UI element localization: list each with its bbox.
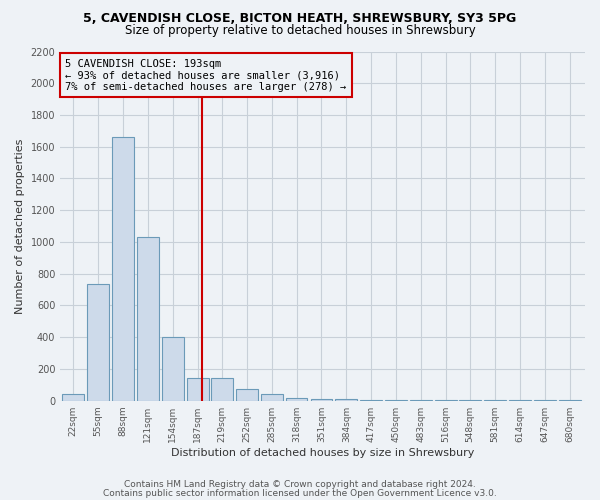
- X-axis label: Distribution of detached houses by size in Shrewsbury: Distribution of detached houses by size …: [171, 448, 474, 458]
- Bar: [137, 237, 159, 400]
- Text: Contains HM Land Registry data © Crown copyright and database right 2024.: Contains HM Land Registry data © Crown c…: [124, 480, 476, 489]
- Bar: [87, 284, 109, 401]
- Bar: [311, 399, 332, 400]
- Text: Contains public sector information licensed under the Open Government Licence v3: Contains public sector information licen…: [103, 489, 497, 498]
- Text: 5, CAVENDISH CLOSE, BICTON HEATH, SHREWSBURY, SY3 5PG: 5, CAVENDISH CLOSE, BICTON HEATH, SHREWS…: [83, 12, 517, 26]
- Bar: [211, 378, 233, 400]
- Bar: [162, 337, 184, 400]
- Bar: [187, 378, 209, 400]
- Bar: [112, 137, 134, 400]
- Y-axis label: Number of detached properties: Number of detached properties: [15, 138, 25, 314]
- Text: Size of property relative to detached houses in Shrewsbury: Size of property relative to detached ho…: [125, 24, 475, 37]
- Text: 5 CAVENDISH CLOSE: 193sqm
← 93% of detached houses are smaller (3,916)
7% of sem: 5 CAVENDISH CLOSE: 193sqm ← 93% of detac…: [65, 58, 347, 92]
- Bar: [62, 394, 84, 400]
- Bar: [260, 394, 283, 400]
- Bar: [286, 398, 307, 400]
- Bar: [236, 389, 257, 400]
